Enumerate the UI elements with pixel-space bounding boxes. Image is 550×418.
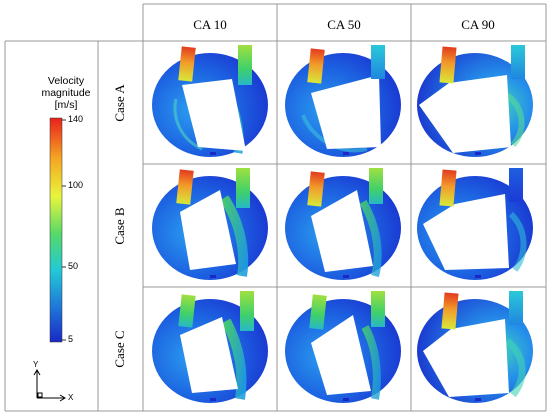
column-header-ca90: CA 90 [461, 17, 495, 32]
legend-title-line3: [m/s] [54, 99, 78, 111]
panel-case-c-ca10 [152, 291, 268, 403]
legend-colorbar [49, 117, 63, 343]
row-header-case-a: Case A [112, 84, 127, 122]
legend-tick-5: 5 [68, 334, 74, 344]
legend-title-line1: Velocity [47, 75, 85, 87]
column-header-ca10: CA 10 [193, 17, 227, 32]
panel-case-b-ca50 [285, 168, 401, 280]
panel-case-c-ca50 [285, 291, 401, 403]
panel-case-a-ca50 [283, 43, 403, 159]
panel-case-b-ca90 [417, 168, 533, 280]
row-header-case-b: Case B [112, 207, 127, 245]
legend-tick-50: 50 [68, 261, 79, 271]
legend-title-line2: magnitude [41, 87, 91, 99]
column-header-ca50: CA 50 [327, 17, 361, 32]
panel-case-a-ca90 [417, 45, 533, 157]
row-header-case-c: Case C [112, 330, 127, 368]
axis-label-y: Y [33, 360, 39, 369]
axis-label-x: X [68, 393, 74, 402]
legend-ticks [62, 119, 66, 341]
panel-case-b-ca10 [152, 168, 268, 280]
legend-tick-100: 100 [68, 180, 84, 190]
panel-case-c-ca90 [417, 291, 533, 403]
table-grid [4, 3, 547, 412]
legend-tick-140: 140 [68, 114, 84, 124]
legend-title: Velocity magnitude [m/s] [26, 75, 106, 111]
axis-triad-icon [33, 369, 66, 402]
panel-case-a-ca10 [152, 45, 268, 157]
